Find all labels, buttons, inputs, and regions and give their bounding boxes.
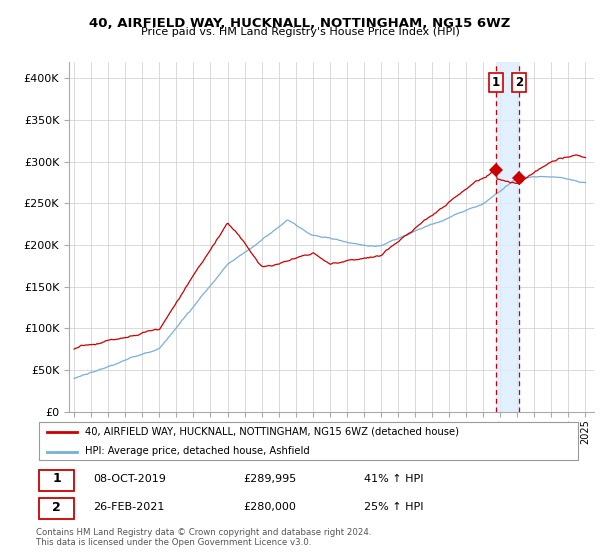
Text: 26-FEB-2021: 26-FEB-2021 — [94, 502, 165, 512]
Text: HPI: Average price, detached house, Ashfield: HPI: Average price, detached house, Ashf… — [85, 446, 310, 456]
FancyBboxPatch shape — [39, 498, 74, 519]
FancyBboxPatch shape — [39, 469, 74, 491]
Text: 25% ↑ HPI: 25% ↑ HPI — [364, 502, 423, 512]
Text: Contains HM Land Registry data © Crown copyright and database right 2024.
This d: Contains HM Land Registry data © Crown c… — [36, 528, 371, 547]
Text: 40, AIRFIELD WAY, HUCKNALL, NOTTINGHAM, NG15 6WZ (detached house): 40, AIRFIELD WAY, HUCKNALL, NOTTINGHAM, … — [85, 427, 459, 437]
Bar — [496, 62, 520, 412]
Text: 2: 2 — [515, 76, 523, 89]
Text: 1: 1 — [492, 76, 500, 89]
Text: £289,995: £289,995 — [244, 474, 297, 484]
FancyBboxPatch shape — [39, 422, 578, 460]
Text: 40, AIRFIELD WAY, HUCKNALL, NOTTINGHAM, NG15 6WZ: 40, AIRFIELD WAY, HUCKNALL, NOTTINGHAM, … — [89, 17, 511, 30]
Text: 2: 2 — [52, 501, 61, 514]
Text: 1: 1 — [52, 473, 61, 486]
Text: Price paid vs. HM Land Registry's House Price Index (HPI): Price paid vs. HM Land Registry's House … — [140, 27, 460, 37]
Text: 41% ↑ HPI: 41% ↑ HPI — [364, 474, 423, 484]
Text: £280,000: £280,000 — [244, 502, 296, 512]
Text: 08-OCT-2019: 08-OCT-2019 — [94, 474, 166, 484]
